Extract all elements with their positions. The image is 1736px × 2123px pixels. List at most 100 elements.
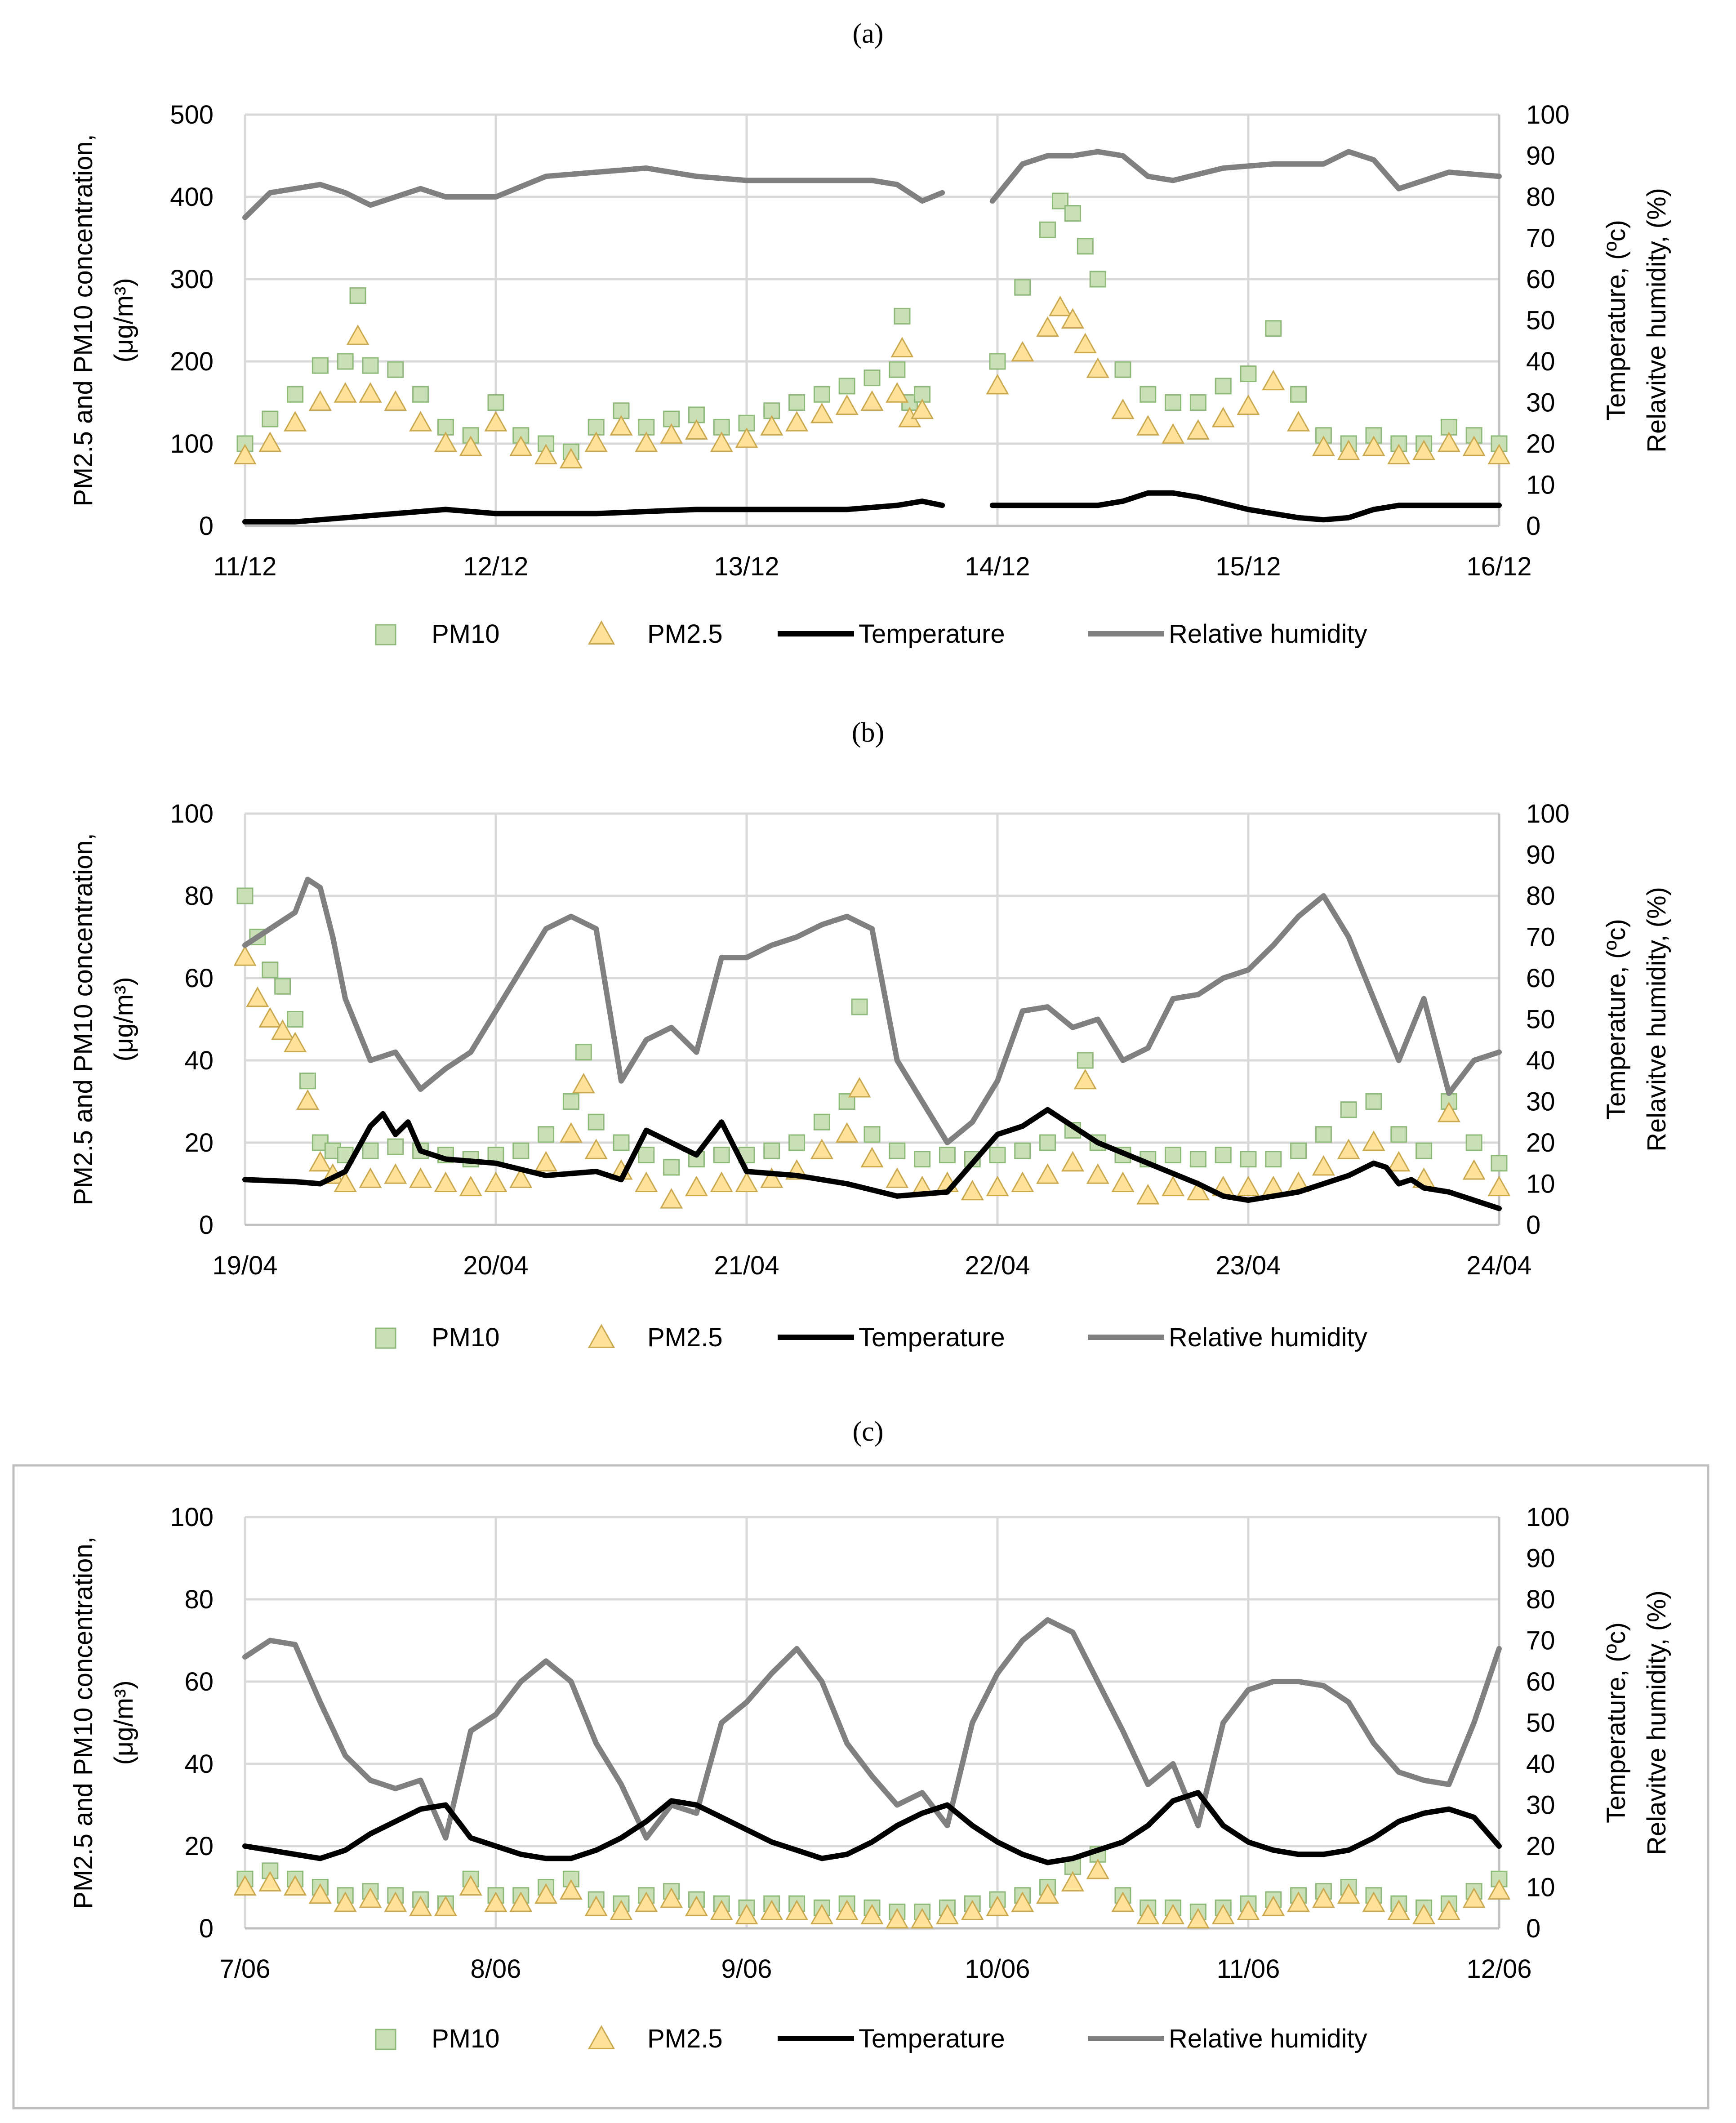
pm25-point bbox=[1337, 1139, 1360, 1159]
legend-label: Temperature bbox=[859, 1323, 1005, 1352]
pm25-point bbox=[459, 436, 482, 456]
pm25-point bbox=[484, 1171, 507, 1192]
pm25-point bbox=[1086, 1858, 1109, 1879]
pm25-point bbox=[459, 1175, 482, 1197]
pm25-point bbox=[1387, 444, 1411, 464]
pm10-point bbox=[1491, 1870, 1508, 1887]
pm25-point bbox=[334, 1171, 357, 1192]
pm10-point bbox=[1215, 1146, 1232, 1163]
y2-tick-label: 0 bbox=[1526, 512, 1540, 541]
pm10-point bbox=[663, 1159, 680, 1176]
pm25-point bbox=[685, 419, 708, 440]
pm25-point bbox=[660, 1188, 683, 1209]
pm25-point bbox=[534, 444, 558, 464]
y-tick-label: 20 bbox=[184, 1832, 214, 1861]
pm10-point bbox=[1491, 1155, 1508, 1172]
y2-tick-label: 10 bbox=[1526, 1170, 1555, 1199]
pm25-point bbox=[1136, 1184, 1160, 1205]
pm25-point bbox=[735, 1171, 758, 1192]
pm25-point bbox=[1162, 1904, 1185, 1925]
y-tick-label: 300 bbox=[170, 265, 214, 294]
legend-label: Relative humidity bbox=[1169, 619, 1367, 649]
pm10-point bbox=[287, 1011, 304, 1028]
pm10-point bbox=[262, 1862, 279, 1879]
pm25-point bbox=[685, 1896, 708, 1916]
y-tick-label: 80 bbox=[184, 881, 214, 911]
pm25-point bbox=[509, 1892, 533, 1912]
pm25-point bbox=[886, 1908, 909, 1929]
legend-label: PM10 bbox=[432, 1323, 500, 1352]
pm10-point bbox=[1265, 320, 1282, 337]
pm10-point bbox=[1491, 435, 1508, 452]
pm10-point bbox=[1014, 1142, 1031, 1159]
y-axis-title: (μg/m³) bbox=[109, 278, 138, 362]
pm10-point bbox=[1089, 271, 1106, 288]
pm10-point bbox=[1077, 1052, 1094, 1069]
pm25-point bbox=[384, 1163, 407, 1184]
x-tick-label: 16/12 bbox=[1466, 552, 1531, 581]
y-tick-label: 80 bbox=[184, 1585, 214, 1614]
legend-pm10-marker bbox=[375, 2029, 396, 2050]
x-tick-label: 15/12 bbox=[1215, 552, 1281, 581]
y-axis-title: PM2.5 and PM10 concentration, bbox=[69, 833, 98, 1206]
panel-label: (c) bbox=[853, 1416, 884, 1447]
pm25-point bbox=[1011, 341, 1034, 362]
pm10-point bbox=[274, 978, 291, 995]
pm10-point bbox=[788, 394, 806, 411]
panel-label: (b) bbox=[852, 717, 884, 748]
pm10-point bbox=[1114, 361, 1131, 378]
pm25-point bbox=[584, 431, 608, 452]
y-tick-label: 0 bbox=[199, 1211, 214, 1240]
y2-tick-label: 100 bbox=[1526, 799, 1570, 828]
y-tick-label: 400 bbox=[170, 182, 214, 212]
pm10-point bbox=[1390, 1126, 1407, 1143]
series-pm25 bbox=[233, 945, 1511, 1209]
pm25-point bbox=[760, 415, 783, 436]
pm10-point bbox=[889, 361, 906, 378]
pm25-point bbox=[233, 444, 257, 464]
pm25-point bbox=[1362, 436, 1385, 456]
y2-tick-label: 50 bbox=[1526, 1005, 1555, 1034]
pm25-point bbox=[1237, 394, 1260, 415]
pm10-point bbox=[1390, 435, 1407, 452]
pm10-point bbox=[412, 386, 429, 403]
pm25-point bbox=[308, 1151, 332, 1172]
pm10-point bbox=[914, 386, 931, 403]
pm25-point bbox=[534, 1151, 558, 1172]
humidity-line bbox=[242, 149, 1502, 220]
x-tick-label: 14/12 bbox=[965, 552, 1030, 581]
pm25-point bbox=[1437, 1900, 1460, 1920]
pm10-point bbox=[312, 357, 329, 374]
pm10-point bbox=[1039, 221, 1056, 238]
pm10-point bbox=[1215, 378, 1232, 395]
y2-tick-label: 60 bbox=[1526, 265, 1555, 294]
pm25-point bbox=[572, 1073, 595, 1094]
pm25-point bbox=[785, 1900, 809, 1920]
pm25-point bbox=[409, 411, 432, 432]
pm25-point bbox=[1262, 1896, 1285, 1916]
pm25-point bbox=[860, 1147, 884, 1168]
legend-pm25-marker bbox=[588, 1324, 615, 1348]
pm25-point bbox=[810, 1139, 833, 1159]
pm25-point bbox=[785, 411, 809, 432]
pm25-point bbox=[635, 431, 658, 452]
y2-tick-label: 20 bbox=[1526, 1832, 1555, 1861]
legend-pm10-marker bbox=[375, 1327, 396, 1349]
y-tick-label: 100 bbox=[170, 799, 214, 828]
pm25-point bbox=[935, 1904, 959, 1925]
pm10-point bbox=[349, 287, 366, 304]
pm25-point bbox=[459, 1875, 482, 1896]
pm10-point bbox=[1189, 394, 1206, 411]
pm25-point bbox=[760, 1167, 783, 1188]
pm25-point bbox=[1073, 333, 1097, 353]
pm10-point bbox=[1290, 1142, 1307, 1159]
temperature-line bbox=[242, 1107, 1502, 1211]
y2-axis-title: Temperature, (ºc) bbox=[1602, 1622, 1631, 1823]
pm10-point bbox=[562, 1870, 579, 1887]
pm25-point bbox=[1111, 1892, 1135, 1912]
pm25-point bbox=[1011, 1171, 1034, 1192]
pm25-point bbox=[890, 337, 914, 358]
pm10-point bbox=[638, 418, 655, 436]
pm25-point bbox=[284, 411, 307, 432]
pm25-point bbox=[848, 1077, 871, 1098]
